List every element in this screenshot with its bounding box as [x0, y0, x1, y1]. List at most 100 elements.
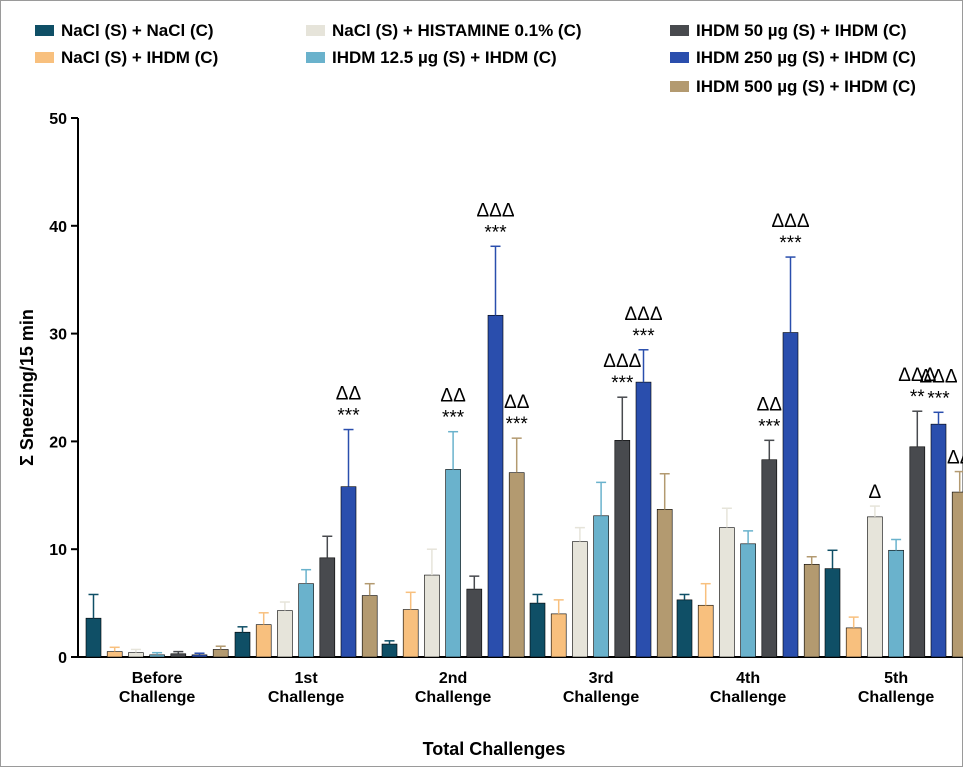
significance-label: *** — [337, 406, 360, 427]
bar — [761, 459, 778, 658]
significance-label: *** — [758, 416, 781, 437]
bar — [106, 651, 123, 658]
legend-swatch — [670, 25, 689, 36]
legend-swatch — [35, 25, 54, 36]
legend-swatch — [670, 52, 689, 63]
legend-label: NaCl (S) + HISTAMINE 0.1% (C) — [332, 21, 582, 40]
bar — [782, 332, 799, 658]
bar — [614, 440, 631, 658]
legend-label: NaCl (S) + NaCl (C) — [61, 21, 214, 40]
bar — [529, 602, 546, 658]
bar — [635, 381, 652, 658]
significance-label: *** — [442, 408, 465, 429]
legend-swatch — [306, 52, 325, 63]
bar — [909, 446, 926, 658]
bar — [740, 543, 756, 658]
legend-label: IHDM 500 µg (S) + IHDM (C) — [696, 77, 916, 96]
bar — [572, 541, 588, 658]
bar — [845, 627, 862, 658]
x-tick-label: Challenge — [415, 689, 492, 706]
legend-label: NaCl (S) + IHDM (C) — [61, 48, 218, 67]
significance-label: ΔΔΔ — [898, 365, 936, 386]
bar — [149, 654, 165, 658]
significance-label: ΔΔΔ — [603, 351, 641, 372]
y-axis-title: Σ Sneezing/15 min — [17, 309, 37, 466]
legend-label: IHDM 250 µg (S) + IHDM (C) — [696, 48, 916, 67]
significance-label: ΔΔ — [757, 394, 783, 415]
significance-label: ΔΔΔ — [624, 304, 662, 325]
bar — [234, 631, 251, 658]
bar — [803, 563, 820, 658]
bar — [319, 557, 336, 658]
x-tick-label: 2nd — [439, 670, 467, 687]
significance-label: Δ — [869, 482, 882, 503]
bar — [340, 486, 357, 658]
bar — [212, 649, 229, 658]
bar — [255, 624, 272, 658]
x-tick-label: Challenge — [858, 689, 935, 706]
bar — [676, 599, 693, 658]
significance-label: ΔΔ — [336, 384, 362, 405]
bar — [930, 423, 947, 658]
bar — [550, 613, 567, 658]
y-tick-label: 0 — [58, 650, 67, 667]
significance-label: ΔΔΔ — [919, 366, 957, 387]
bar — [170, 653, 187, 658]
bar — [824, 568, 841, 658]
legend-label: IHDM 12.5 µg (S) + IHDM (C) — [332, 48, 557, 67]
x-tick-label: 5th — [884, 670, 908, 687]
bar — [191, 654, 208, 658]
bar — [593, 515, 609, 658]
significance-label: ** — [910, 387, 925, 408]
x-tick-label: Challenge — [119, 689, 196, 706]
legend: NaCl (S) + NaCl (C) NaCl (S) + IHDM (C) Na… — [35, 21, 916, 96]
bar — [424, 574, 440, 658]
bar — [719, 527, 735, 658]
significance-label: ΔΔΔ — [476, 200, 514, 221]
x-tick-label: Challenge — [710, 689, 787, 706]
bar — [402, 609, 419, 658]
bar — [487, 314, 504, 658]
legend-swatch — [35, 52, 54, 63]
bar — [85, 617, 102, 658]
significance-label: ΔΔΔ — [771, 211, 809, 232]
x-axis-title: Total Challenges — [423, 739, 566, 759]
bar — [128, 652, 144, 658]
x-tick-label: 3rd — [589, 670, 614, 687]
significance-label: ΔΔ — [440, 386, 466, 407]
bar — [951, 491, 963, 658]
y-tick-label: 10 — [49, 542, 67, 559]
x-tick-label: Challenge — [268, 689, 345, 706]
bar — [888, 549, 904, 658]
y-tick-label: 20 — [49, 434, 67, 451]
significance-label: ΔΔ — [947, 448, 963, 469]
y-tick-label: 30 — [49, 327, 67, 344]
bar — [466, 588, 483, 658]
bar — [697, 604, 714, 658]
y-tick-label: 40 — [49, 219, 67, 236]
bar — [445, 469, 461, 658]
x-tick-label: 1st — [295, 670, 319, 687]
legend-swatch — [306, 25, 325, 36]
axes: 0 10 20 30 40 50 Σ Sneezing/15 min Total Challe… — [17, 111, 963, 759]
bar — [867, 516, 883, 658]
labels: ΔΔΔ***ΔΔΔ***ΔΔ***ΔΔΔ**ΔΔ***ΔΔΔ***ΔΔΔ***Δ… — [336, 200, 963, 503]
bar — [508, 472, 525, 658]
x-tick-label: Challenge — [563, 689, 640, 706]
significance-label: *** — [779, 233, 802, 254]
bar — [277, 610, 293, 658]
significance-label: *** — [484, 222, 507, 243]
bar — [298, 583, 314, 658]
y-tick-label: 50 — [49, 111, 67, 128]
significance-label: *** — [632, 326, 655, 347]
legend-label: IHDM 50 µg (S) + IHDM (C) — [696, 21, 907, 40]
bar — [361, 595, 378, 658]
legend-swatch — [670, 81, 689, 92]
significance-label: ΔΔ — [504, 392, 530, 413]
bars — [85, 245, 963, 658]
significance-label: *** — [611, 373, 634, 394]
x-tick-label: Before — [132, 670, 183, 687]
bar — [381, 643, 398, 658]
significance-label: *** — [506, 414, 529, 435]
